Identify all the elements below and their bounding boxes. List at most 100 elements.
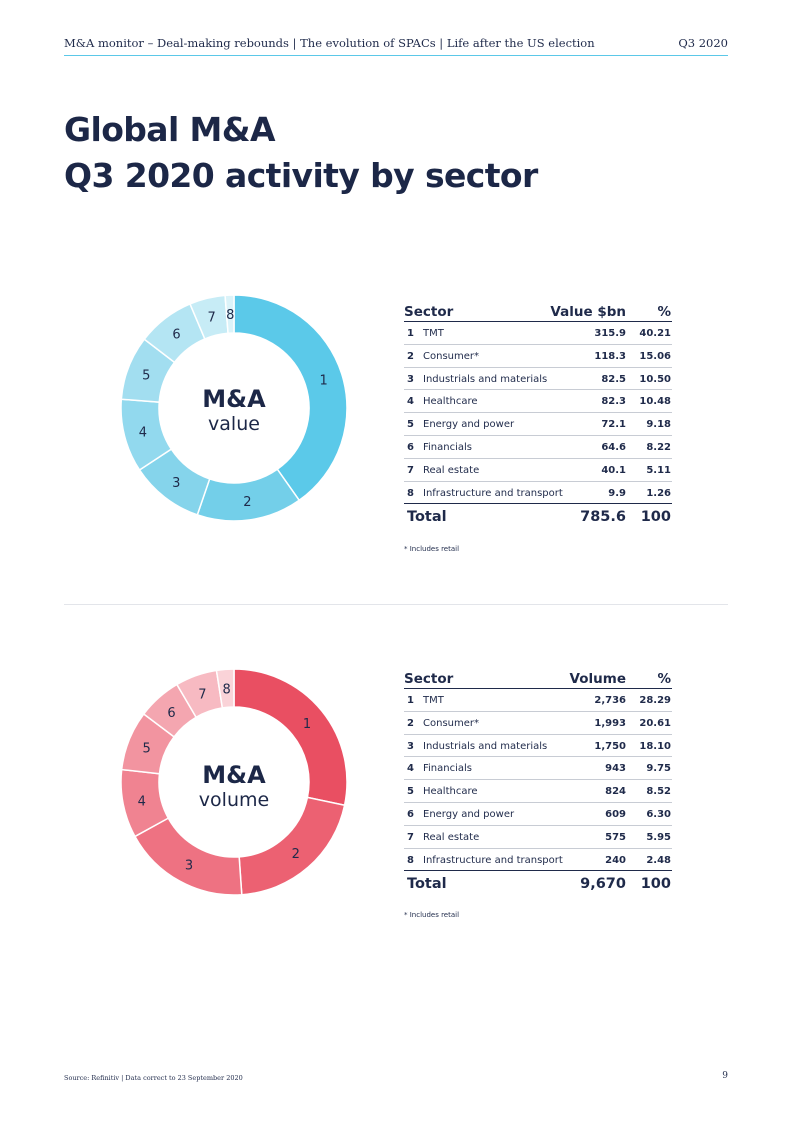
value-row-pct: 5.11 bbox=[646, 464, 671, 476]
volume-table-row: 5 Healthcare 824 8.52 bbox=[404, 780, 672, 803]
volume-row-pct: 5.95 bbox=[646, 831, 671, 843]
volume-row-rank: 6 bbox=[407, 808, 414, 820]
value-table-row: 3 Industrials and materials 82.5 10.50 bbox=[404, 368, 672, 391]
volume-table-row: 3 Industrials and materials 1,750 18.10 bbox=[404, 735, 672, 758]
volume-row-rank: 4 bbox=[407, 763, 414, 775]
volume-slice-label-8: 8 bbox=[223, 682, 231, 697]
volume-table-row: 1 TMT 2,736 28.29 bbox=[404, 689, 672, 712]
value-col-value: Value $bn bbox=[550, 304, 626, 320]
value-row-pct: 15.06 bbox=[639, 350, 671, 362]
value-table: Sector Value $bn % 1 TMT 315.9 40.21 2 Consum… bbox=[404, 304, 672, 529]
volume-col-pct: % bbox=[657, 671, 671, 687]
value-row-sector: Energy and power bbox=[423, 419, 515, 431]
volume-center-subtitle: volume bbox=[199, 789, 269, 811]
volume-row-value: 824 bbox=[605, 786, 626, 798]
value-center-subtitle: value bbox=[208, 413, 260, 435]
volume-row-pct: 2.48 bbox=[646, 854, 671, 866]
volume-table-row: 6 Energy and power 609 6.30 bbox=[404, 803, 672, 826]
volume-slice-label-1: 1 bbox=[303, 717, 311, 732]
volume-table-row: 7 Real estate 575 5.95 bbox=[404, 826, 672, 849]
value-slice-label-7: 7 bbox=[208, 311, 216, 326]
value-col-sector: Sector bbox=[404, 304, 454, 320]
value-slice-label-3: 3 bbox=[172, 476, 180, 491]
volume-row-rank: 7 bbox=[407, 831, 414, 843]
value-row-rank: 2 bbox=[407, 350, 414, 362]
value-row-rank: 3 bbox=[407, 373, 414, 385]
title-line-1: Global M&A bbox=[64, 110, 276, 149]
volume-row-sector: Consumer* bbox=[423, 717, 479, 729]
value-slice-label-2: 2 bbox=[243, 495, 251, 510]
value-table-row: 6 Financials 64.6 8.22 bbox=[404, 436, 672, 459]
volume-row-pct: 6.30 bbox=[646, 808, 671, 820]
value-slice-label-1: 1 bbox=[319, 374, 327, 389]
volume-row-value: 2,736 bbox=[594, 695, 626, 706]
value-row-value: 64.6 bbox=[601, 441, 626, 453]
footer-source: Source: Refinitiv | Data correct to 23 S… bbox=[64, 1074, 243, 1082]
value-table-row: 5 Energy and power 72.1 9.18 bbox=[404, 413, 672, 436]
title-line-2: Q3 2020 activity by sector bbox=[64, 156, 538, 195]
volume-slice-label-7: 7 bbox=[198, 687, 206, 702]
value-row-sector: Financials bbox=[423, 441, 472, 453]
value-row-pct: 10.50 bbox=[639, 373, 671, 385]
value-row-rank: 1 bbox=[407, 328, 414, 339]
value-row-rank: 5 bbox=[407, 419, 414, 431]
volume-col-sector: Sector bbox=[404, 671, 454, 687]
page-number: 9 bbox=[722, 1071, 728, 1081]
value-donut-chart: 1 2 3 4 5 6 7 8 M&A value bbox=[120, 294, 348, 522]
header-title: M&A monitor – Deal-making rebounds | The… bbox=[64, 36, 595, 50]
volume-row-value: 943 bbox=[605, 763, 626, 775]
value-row-sector: Healthcare bbox=[423, 396, 478, 408]
volume-slice-label-6: 6 bbox=[167, 706, 175, 721]
volume-row-sector: TMT bbox=[423, 695, 444, 706]
volume-row-rank: 5 bbox=[407, 786, 414, 798]
value-row-rank: 8 bbox=[407, 487, 414, 499]
value-total-pct: 100 bbox=[640, 509, 671, 526]
volume-col-volume: Volume bbox=[569, 671, 626, 687]
volume-slice-8 bbox=[215, 668, 235, 709]
volume-row-value: 240 bbox=[605, 854, 626, 866]
volume-table: Sector Volume % 1 TMT 2,736 28.29 2 Consumer*… bbox=[404, 671, 672, 896]
value-table-row: 7 Real estate 40.1 5.11 bbox=[404, 459, 672, 482]
volume-total-value: 9,670 bbox=[580, 876, 626, 893]
volume-row-value: 575 bbox=[605, 831, 626, 843]
value-total-label: Total bbox=[407, 509, 447, 526]
value-row-sector: Industrials and materials bbox=[423, 373, 548, 385]
volume-total-label: Total bbox=[407, 876, 447, 893]
volume-row-rank: 3 bbox=[407, 740, 414, 752]
value-row-pct: 10.48 bbox=[639, 396, 671, 408]
value-slice-label-5: 5 bbox=[142, 368, 150, 383]
value-footnote: * Includes retail bbox=[404, 545, 460, 553]
value-row-value: 315.9 bbox=[594, 328, 626, 339]
value-total-row: Total 785.6 100 bbox=[404, 503, 672, 529]
volume-row-value: 1,750 bbox=[594, 740, 626, 752]
volume-total-row: Total 9,670 100 bbox=[404, 870, 672, 896]
volume-center-title: M&A bbox=[202, 761, 266, 789]
volume-row-sector: Healthcare bbox=[423, 786, 478, 798]
value-total-value: 785.6 bbox=[580, 509, 626, 526]
volume-row-pct: 9.75 bbox=[646, 763, 671, 775]
volume-row-pct: 8.52 bbox=[646, 786, 671, 798]
value-row-value: 82.3 bbox=[601, 396, 626, 408]
value-row-sector: Infrastructure and transport bbox=[423, 487, 563, 499]
value-row-value: 40.1 bbox=[601, 464, 626, 476]
volume-table-row: 4 Financials 943 9.75 bbox=[404, 757, 672, 781]
volume-row-rank: 2 bbox=[407, 717, 414, 729]
volume-row-sector: Energy and power bbox=[423, 808, 515, 820]
value-row-rank: 6 bbox=[407, 441, 414, 453]
value-row-pct: 8.22 bbox=[646, 441, 671, 453]
value-row-value: 82.5 bbox=[601, 373, 626, 385]
volume-row-sector: Infrastructure and transport bbox=[423, 854, 563, 866]
volume-row-value: 609 bbox=[605, 808, 626, 820]
value-slice-8 bbox=[224, 294, 235, 335]
volume-row-pct: 20.61 bbox=[639, 717, 671, 729]
volume-slice-label-3: 3 bbox=[185, 859, 193, 874]
volume-donut-chart: 1 2 3 4 5 6 7 8 M&A volume bbox=[120, 668, 348, 896]
value-slice-label-8: 8 bbox=[226, 308, 234, 323]
volume-table-row: 8 Infrastructure and transport 240 2.48 bbox=[404, 849, 672, 872]
volume-row-pct: 28.29 bbox=[639, 695, 671, 706]
value-col-pct: % bbox=[657, 304, 671, 320]
volume-slice-3 bbox=[133, 817, 243, 896]
volume-row-sector: Real estate bbox=[423, 831, 480, 843]
value-row-pct: 9.18 bbox=[646, 419, 671, 431]
value-row-sector: Real estate bbox=[423, 464, 480, 476]
